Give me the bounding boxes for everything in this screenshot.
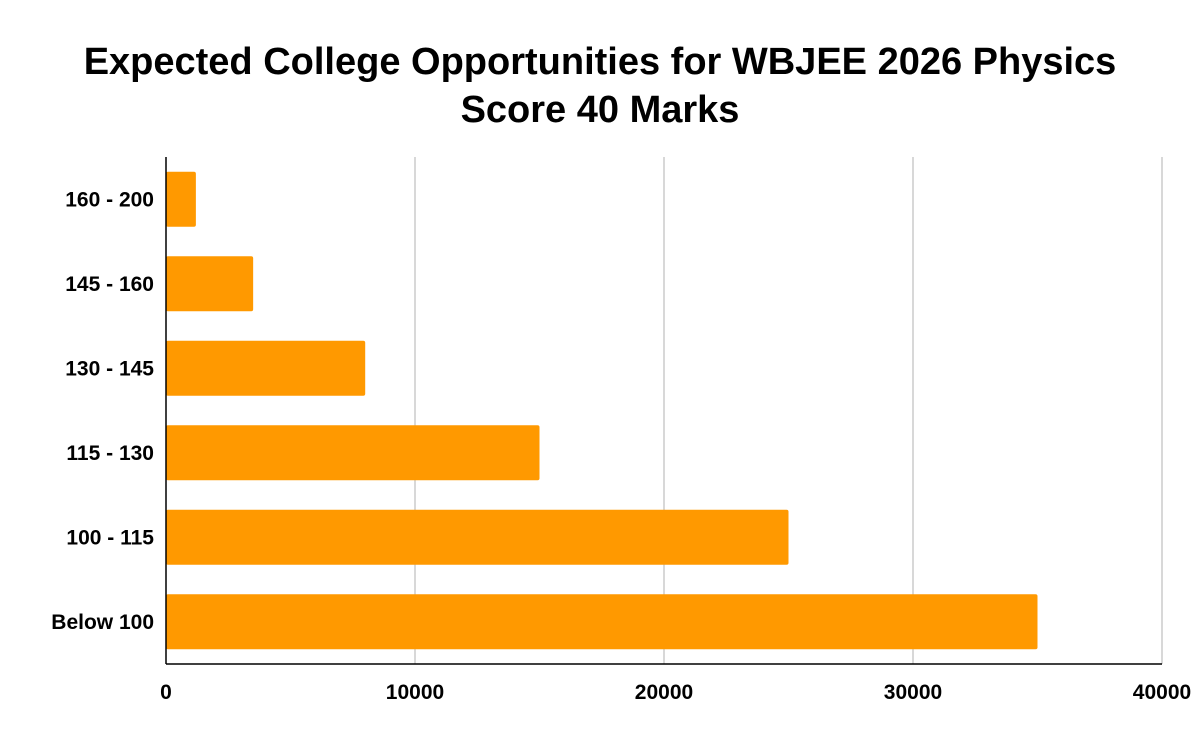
chart-title: Expected College Opportunities for WBJEE… — [84, 41, 1117, 131]
x-tick-label: 10000 — [386, 681, 444, 704]
category-label: 160 - 200 — [65, 188, 154, 211]
bars — [166, 171, 1038, 650]
category-label: 100 - 115 — [66, 526, 154, 549]
bar — [166, 340, 366, 396]
bar — [166, 256, 254, 312]
axes — [165, 157, 1162, 665]
chart-title-line-2: Score 40 Marks — [461, 89, 740, 131]
gridlines — [414, 157, 1163, 664]
category-label: 130 - 145 — [65, 357, 154, 380]
x-tick-label: 0 — [160, 681, 172, 704]
x-tick-label: 30000 — [884, 681, 942, 704]
chart-title-line-1: Expected College Opportunities for WBJEE… — [84, 41, 1117, 83]
x-tick-labels: 0 10000 20000 30000 40000 — [160, 681, 1191, 704]
x-tick-label: 40000 — [1133, 681, 1191, 704]
bar — [166, 425, 540, 481]
bar — [166, 171, 196, 227]
category-labels: 160 - 200 145 - 160 130 - 145 115 - 130 100 … — [51, 188, 154, 634]
bar — [166, 509, 789, 565]
category-label: 145 - 160 — [65, 273, 154, 296]
bar — [166, 594, 1038, 650]
category-label: 115 - 130 — [66, 442, 154, 465]
category-label: Below 100 — [51, 611, 154, 634]
x-tick-label: 20000 — [635, 681, 693, 704]
